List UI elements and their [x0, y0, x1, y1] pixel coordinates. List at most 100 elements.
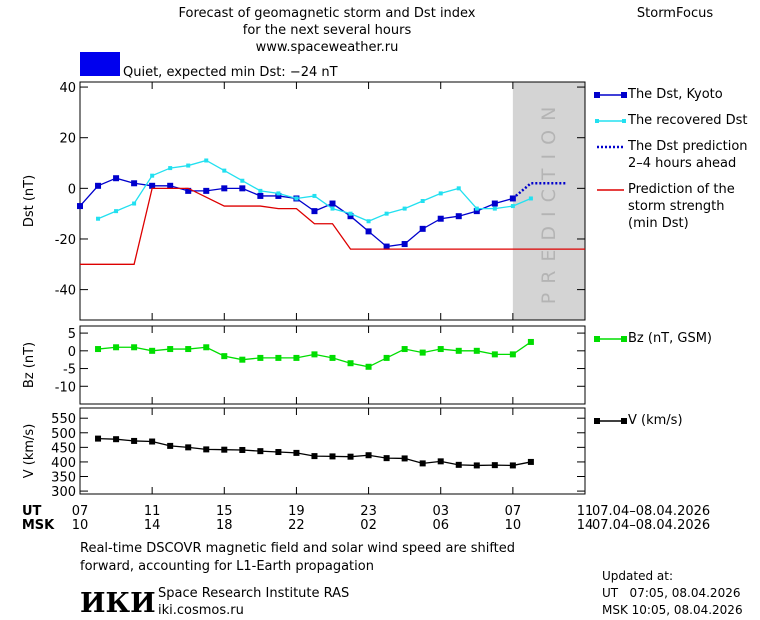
x-tick-label: 07 [72, 504, 89, 519]
data-point [365, 363, 372, 370]
data-point [455, 461, 462, 468]
data-point [438, 191, 443, 196]
data-point [257, 192, 264, 199]
data-point [185, 187, 192, 194]
y-tick-label: -5 [63, 363, 76, 378]
x2-tick-label: 06 [432, 518, 449, 533]
data-point [258, 188, 263, 193]
x-axis-label: UT [22, 504, 42, 519]
data-point [384, 211, 389, 216]
data-point [437, 458, 444, 465]
data-point [293, 449, 300, 456]
data-point [168, 166, 173, 171]
legend-label: Bz (nT, GSM) [628, 331, 713, 346]
date-range: 07.04–08.04.2026 [592, 518, 710, 533]
data-point [401, 241, 408, 248]
data-point [311, 208, 318, 215]
x2-tick-label: 10 [505, 518, 522, 533]
data-point [203, 187, 210, 194]
legend-label: The Dst prediction 2–4 hours ahead [628, 139, 748, 171]
data-point [275, 354, 282, 361]
y-tick-label: 40 [59, 81, 76, 96]
y-tick-label: 500 [51, 427, 76, 442]
data-point [114, 209, 119, 214]
x-tick-label: 03 [432, 504, 449, 519]
data-point [347, 213, 354, 220]
x2-tick-label: 10 [72, 518, 89, 533]
x2-tick-label: 02 [360, 518, 377, 533]
plot-frame [79, 325, 586, 405]
x2-tick-label: 14 [577, 518, 594, 533]
series-line [512, 182, 567, 200]
data-point [257, 354, 264, 361]
y-axis-label: Bz (nT) [22, 342, 37, 388]
data-point [347, 360, 354, 367]
y-tick-label: 300 [51, 485, 76, 500]
data-point [131, 344, 138, 351]
data-point [222, 168, 227, 173]
data-point [204, 158, 209, 163]
legend-label: Prediction of the storm strength (min Ds… [628, 182, 735, 231]
plot-frame [79, 407, 586, 495]
series-line [79, 177, 514, 248]
y-tick-label: 350 [51, 471, 76, 486]
data-point [365, 228, 372, 235]
data-point [473, 462, 480, 469]
data-point [150, 173, 155, 178]
data-point [437, 215, 444, 222]
data-point [329, 200, 336, 207]
data-point [401, 346, 408, 353]
footer-note: Real-time DSCOVR magnetic field and sola… [80, 541, 515, 556]
series-line [98, 437, 532, 467]
data-point [329, 354, 336, 361]
x-tick-label: 11 [144, 504, 161, 519]
data-point [77, 203, 83, 210]
data-point [473, 208, 480, 215]
y-tick-label: 400 [51, 456, 76, 471]
data-point [311, 453, 318, 460]
data-point [509, 351, 516, 358]
data-point [312, 193, 317, 198]
updated: Updated at: [602, 569, 673, 583]
data-point [419, 225, 426, 232]
y-tick-label: -20 [55, 233, 76, 248]
data-point [528, 196, 533, 201]
y-tick-label: -10 [55, 380, 76, 395]
series-line [80, 187, 585, 265]
data-point [275, 449, 282, 456]
title-line: Forecast of geomagnetic storm and Dst in… [178, 6, 475, 21]
data-point [455, 213, 462, 220]
data-point [95, 182, 102, 189]
status-label: Quiet, expected min Dst: −24 nT [123, 65, 338, 80]
y-tick-label: 550 [51, 412, 76, 427]
data-point [510, 204, 515, 209]
prediction-label: PREDICTION [538, 98, 560, 305]
institute: Space Research Institute RAS [158, 586, 349, 601]
data-point [113, 436, 120, 443]
updated: UT 07:05, 08.04.2026 [602, 586, 740, 600]
data-point [437, 346, 444, 353]
plot-frame [79, 81, 586, 321]
y-tick-label: 20 [59, 132, 76, 147]
x-tick-label: 11 [577, 504, 594, 519]
date-range: 07.04–08.04.2026 [592, 504, 710, 519]
x-tick-label: 07 [505, 504, 522, 519]
x-tick-label: 23 [360, 504, 377, 519]
data-point [456, 186, 461, 191]
legend-label: V (km/s) [628, 413, 683, 428]
data-point [221, 185, 228, 192]
data-point [527, 338, 534, 345]
data-point [221, 446, 228, 453]
data-point [95, 435, 102, 442]
data-point [167, 442, 174, 449]
data-point [311, 351, 318, 358]
data-point [95, 346, 102, 353]
title-line: www.spaceweather.ru [256, 40, 399, 55]
data-point [330, 206, 335, 211]
data-point [527, 458, 534, 465]
data-point [509, 462, 516, 469]
data-point [239, 446, 246, 453]
legend-marker [621, 336, 627, 342]
data-point [275, 192, 282, 199]
